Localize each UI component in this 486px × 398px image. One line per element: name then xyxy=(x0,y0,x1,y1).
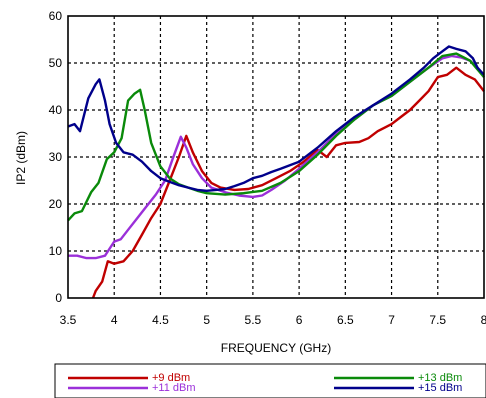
x-tick-labels: 3.5 4 4.5 5 5.5 6 6.5 7 7.5 8 xyxy=(60,313,486,327)
x-tick-label: 6.5 xyxy=(337,313,354,327)
series-line xyxy=(91,66,485,299)
y-tick-label: 20 xyxy=(49,197,63,211)
y-tick-label: 30 xyxy=(49,150,63,164)
x-tick-label: 5 xyxy=(203,313,210,327)
legend-label: +11 dBm xyxy=(152,382,196,394)
y-tick-label: 40 xyxy=(49,103,63,117)
x-tick-label: 4 xyxy=(111,313,118,327)
x-tick-label: 7.5 xyxy=(429,313,446,327)
y-tick-label: 50 xyxy=(49,56,63,70)
x-tick-label: 3.5 xyxy=(60,313,77,327)
legend-label: +15 dBm xyxy=(418,382,462,394)
series-line xyxy=(67,45,485,192)
grid-lines xyxy=(68,16,484,298)
x-tick-label: 8 xyxy=(481,313,486,327)
plot-frame xyxy=(67,15,485,299)
x-tick-label: 6 xyxy=(296,313,303,327)
x-tick-label: 5.5 xyxy=(245,313,262,327)
y-axis-label: IP2 (dBm) xyxy=(14,131,28,185)
legend-label: +13 dBm xyxy=(418,372,462,384)
series-layer xyxy=(67,45,485,299)
y-tick-labels: 0 10 20 30 40 50 60 xyxy=(49,9,63,305)
y-tick-label: 10 xyxy=(49,244,63,258)
y-tick-label: 0 xyxy=(55,291,62,305)
legend: +9 dBm+11 dBm +13 dBm+15 dBm xyxy=(54,363,486,398)
legend-box xyxy=(54,363,486,398)
y-tick-label: 60 xyxy=(49,9,63,23)
x-tick-label: 7 xyxy=(388,313,395,327)
x-tick-label: 4.5 xyxy=(152,313,169,327)
legend-label: +9 dBm xyxy=(152,372,190,384)
series-line xyxy=(67,52,485,222)
x-axis-label: FREQUENCY (GHz) xyxy=(221,341,331,355)
